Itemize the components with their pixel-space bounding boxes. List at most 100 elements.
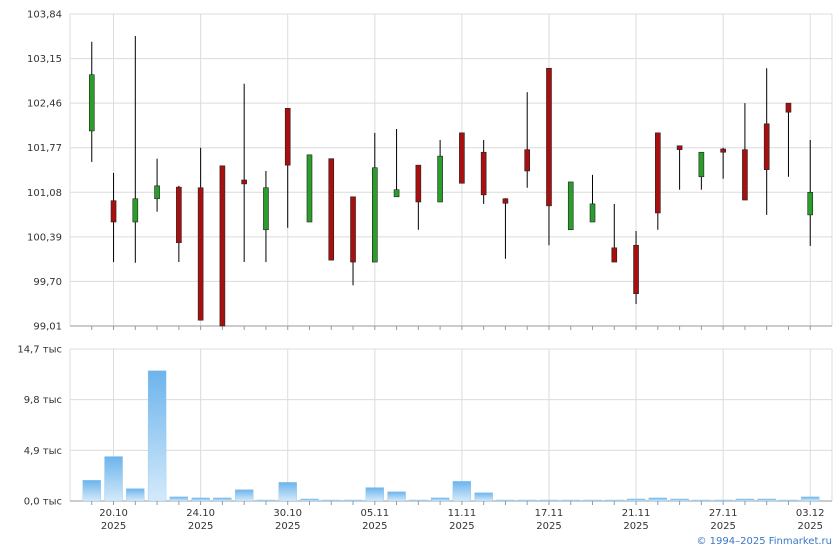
volume-bar xyxy=(779,499,798,502)
x-tick-line: 20.10 xyxy=(99,508,128,519)
x-tick-label: 20.10 2025 xyxy=(99,508,128,532)
volume-bar xyxy=(648,497,667,502)
x-tick-line: 2025 xyxy=(449,521,474,532)
x-tick-label: 17.11 2025 xyxy=(535,508,564,532)
volume-bar xyxy=(409,499,428,502)
volume-bar xyxy=(256,499,276,502)
candle-body xyxy=(197,187,204,321)
x-tick-line: 30.10 xyxy=(273,508,302,519)
x-tick-line: 27.11 xyxy=(709,508,738,519)
x-tick-line: 17.11 xyxy=(535,508,564,519)
x-tick-line: 03.12 xyxy=(796,508,825,519)
x-tick-line: 2025 xyxy=(536,521,561,532)
volume-bar xyxy=(365,487,384,502)
volume-bar xyxy=(605,499,624,502)
x-tick-line: 2025 xyxy=(275,521,300,532)
y-tick-label: 101,08 xyxy=(27,188,62,199)
volume-bar xyxy=(757,498,776,502)
volume-bar xyxy=(474,492,493,502)
candle-body xyxy=(219,165,226,327)
x-tick-line: 2025 xyxy=(798,521,823,532)
candle-body xyxy=(132,198,139,223)
volume-bar xyxy=(452,481,472,502)
candle-body xyxy=(785,102,792,113)
y-tick-label: 99,01 xyxy=(33,322,62,333)
candle-body xyxy=(546,67,552,207)
candle-body xyxy=(371,167,378,263)
candle-body xyxy=(502,198,509,204)
x-tick-line: 2025 xyxy=(101,521,126,532)
x-tick-label: 27.11 2025 xyxy=(709,508,738,532)
volume-bar xyxy=(322,499,341,502)
volume-bar xyxy=(430,497,450,502)
candle-body xyxy=(524,149,531,172)
x-tick-line: 2025 xyxy=(623,521,648,532)
candle-body xyxy=(88,74,95,132)
volume-bar xyxy=(343,499,363,502)
volume-bar xyxy=(213,497,232,502)
volume-bar xyxy=(801,496,820,502)
y-tick-label: 103,15 xyxy=(27,54,62,65)
volume-bar xyxy=(713,499,733,502)
x-tick-label: 03.12 2025 xyxy=(796,508,825,532)
candle-body xyxy=(742,149,748,201)
candle-body xyxy=(480,151,487,196)
x-tick-label: 30.10 2025 xyxy=(273,508,302,532)
volume-bar xyxy=(539,499,559,502)
candle-body xyxy=(154,185,160,200)
y-tick-label: 102,46 xyxy=(27,99,62,110)
volume-bar xyxy=(104,456,123,502)
x-tick-line: 11.11 xyxy=(448,508,477,519)
volume-bar xyxy=(300,498,319,502)
volume-bar xyxy=(670,498,689,502)
x-tick-label: 21.11 2025 xyxy=(622,508,651,532)
x-tick-label: 05.11 2025 xyxy=(360,508,389,532)
x-tick-line: 2025 xyxy=(362,521,387,532)
y-tick-label: 99,70 xyxy=(33,277,62,288)
x-tick-line: 2025 xyxy=(188,521,213,532)
volume-bar xyxy=(235,489,254,502)
candle-body xyxy=(328,158,335,261)
candle-body xyxy=(589,203,596,223)
candle-body xyxy=(655,132,661,214)
candle-body xyxy=(415,164,422,203)
candle-body xyxy=(763,123,770,170)
candle-body xyxy=(263,187,269,231)
volume-bar xyxy=(169,496,189,502)
volume-bar xyxy=(735,498,755,502)
candle-body xyxy=(567,181,574,231)
volume-bar xyxy=(191,497,210,502)
candle-body xyxy=(807,191,814,216)
x-tick-line: 2025 xyxy=(710,521,735,532)
candle-body xyxy=(611,247,618,263)
candle-body xyxy=(176,186,182,243)
candle-body xyxy=(284,108,291,166)
candle-body xyxy=(350,196,356,263)
x-tick-line: 05.11 xyxy=(360,508,389,519)
x-tick-label: 11.11 2025 xyxy=(448,508,477,532)
candle-body xyxy=(720,148,726,153)
volume-bar xyxy=(561,499,580,502)
candle-body xyxy=(110,200,117,223)
volume-bar xyxy=(147,370,167,502)
volume-bar xyxy=(126,488,145,502)
x-tick-label: 24.10 2025 xyxy=(186,508,215,532)
y-tick-label: 100,39 xyxy=(27,232,62,243)
candle-body xyxy=(698,151,705,178)
volume-bar xyxy=(583,499,602,502)
candle-body xyxy=(241,179,247,185)
y-tick-label: 101,77 xyxy=(27,143,62,154)
volume-bar xyxy=(518,499,537,502)
y-tick-label: 0,0 тыс xyxy=(24,497,62,508)
y-tick-label: 103,84 xyxy=(27,10,62,21)
x-tick-line: 21.11 xyxy=(622,508,651,519)
volume-bar xyxy=(496,499,515,502)
y-tick-label: 4,9 тыс xyxy=(24,446,62,457)
volume-bar xyxy=(692,499,711,502)
y-tick-label: 14,7 тыс xyxy=(17,345,62,356)
candle-body xyxy=(676,145,683,150)
copyright[interactable]: © 1994–2025 Finmarket.ru xyxy=(696,536,832,547)
candle-body xyxy=(306,154,313,223)
candle-body xyxy=(459,132,465,184)
